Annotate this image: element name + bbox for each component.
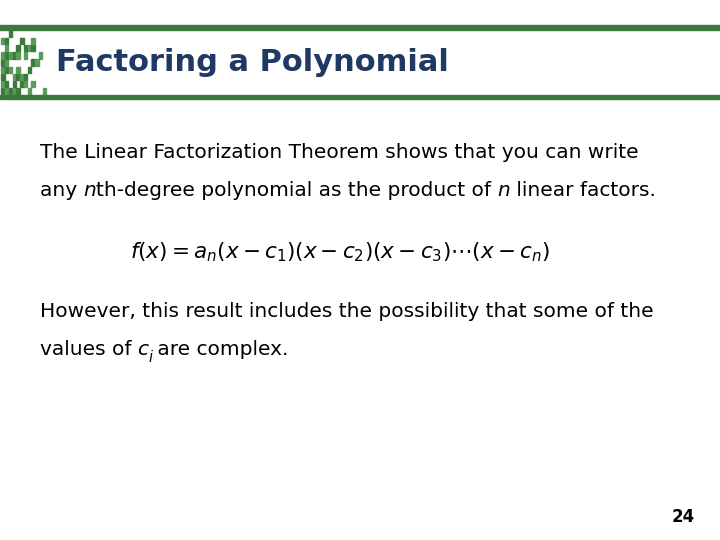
Bar	[0, 25, 720, 30]
Bar	[13, 81, 16, 87]
Bar	[17, 74, 19, 80]
Text: $f(x) = a_n(x - c_1)(x - c_2)(x - c_3) \cdots (x - c_n)$: $f(x) = a_n(x - c_1)(x - c_2)(x - c_3) \…	[130, 240, 549, 264]
Bar	[27, 45, 31, 51]
Bar	[13, 88, 16, 94]
Bar	[17, 88, 19, 94]
Text: n: n	[83, 181, 96, 200]
Bar	[5, 38, 9, 44]
Bar	[32, 45, 35, 51]
Bar	[13, 74, 16, 80]
Text: The Linear Factorization Theorem shows that you can write: The Linear Factorization Theorem shows t…	[40, 143, 638, 162]
Text: n: n	[498, 181, 510, 200]
Bar	[20, 38, 24, 44]
Bar	[1, 88, 5, 94]
Bar	[24, 81, 27, 87]
Text: th-degree polynomial as the product of: th-degree polynomial as the product of	[96, 181, 498, 200]
Bar	[5, 45, 9, 51]
Text: linear factors.: linear factors.	[510, 181, 656, 200]
Bar	[39, 52, 42, 58]
Text: 24: 24	[672, 509, 695, 526]
Bar	[1, 38, 5, 44]
Bar	[35, 59, 39, 66]
Bar	[0, 30, 720, 94]
Bar	[9, 88, 12, 94]
Bar	[24, 45, 27, 51]
Bar	[27, 66, 31, 73]
Bar	[9, 31, 12, 37]
Bar	[20, 81, 24, 87]
Bar	[1, 66, 5, 73]
Bar	[17, 66, 19, 73]
Text: are complex.: are complex.	[151, 340, 289, 359]
Bar	[9, 52, 12, 58]
Text: However, this result includes the possibility that some of the: However, this result includes the possib…	[40, 302, 653, 321]
Bar	[9, 66, 12, 73]
Bar	[32, 81, 35, 87]
Text: any: any	[40, 181, 83, 200]
Bar	[24, 74, 27, 80]
Bar	[5, 52, 9, 58]
Text: values of: values of	[40, 340, 138, 359]
Bar	[24, 52, 27, 58]
Bar	[1, 52, 5, 58]
Bar	[42, 88, 46, 94]
Text: c: c	[138, 340, 148, 359]
Bar	[1, 81, 5, 87]
Bar	[17, 45, 19, 51]
Bar	[20, 74, 24, 80]
Text: Factoring a Polynomial: Factoring a Polynomial	[56, 48, 449, 77]
Bar	[13, 52, 16, 58]
Bar	[17, 52, 19, 58]
Text: i: i	[148, 350, 153, 365]
Bar	[5, 81, 9, 87]
Bar	[1, 59, 5, 66]
Bar	[32, 59, 35, 66]
Bar	[5, 59, 9, 66]
Bar	[0, 94, 720, 99]
Bar	[5, 88, 9, 94]
Bar	[27, 88, 31, 94]
Bar	[1, 74, 5, 80]
Bar	[32, 38, 35, 44]
Bar	[5, 66, 9, 73]
